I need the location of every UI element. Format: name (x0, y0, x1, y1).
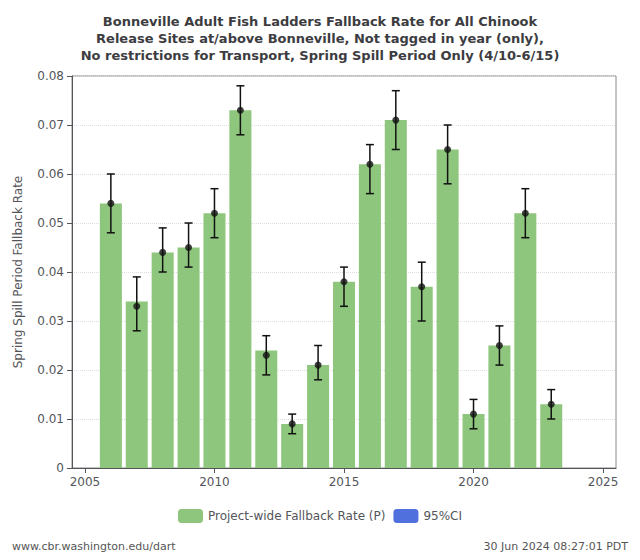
svg-text:Project-wide Fallback Rate (P): Project-wide Fallback Rate (P) (208, 509, 385, 523)
svg-text:0.01: 0.01 (37, 412, 64, 426)
svg-text:0.02: 0.02 (37, 363, 64, 377)
svg-text:0.06: 0.06 (37, 167, 64, 181)
svg-text:www.cbr.washington.edu/dart: www.cbr.washington.edu/dart (12, 540, 176, 553)
svg-text:0.05: 0.05 (37, 216, 64, 230)
svg-text:Bonneville Adult Fish Ladders: Bonneville Adult Fish Ladders Fallback R… (103, 14, 538, 29)
svg-text:2020: 2020 (458, 475, 489, 489)
svg-text:2025: 2025 (588, 475, 619, 489)
svg-text:0.07: 0.07 (37, 118, 64, 132)
svg-text:95%CI: 95%CI (423, 509, 462, 523)
svg-text:2015: 2015 (329, 475, 360, 489)
svg-text:0.04: 0.04 (37, 265, 64, 279)
svg-text:0.03: 0.03 (37, 314, 64, 328)
svg-text:2010: 2010 (199, 475, 230, 489)
svg-text:0: 0 (56, 461, 64, 475)
svg-text:Spring Spill Period Fallback R: Spring Spill Period Fallback Rate (11, 176, 25, 369)
svg-text:No restrictions for Transport,: No restrictions for Transport, Spring Sp… (81, 48, 560, 63)
svg-text:0.08: 0.08 (37, 69, 64, 83)
svg-text:Release Sites at/above Bonnevi: Release Sites at/above Bonneville, Not t… (96, 31, 544, 46)
svg-text:2005: 2005 (70, 475, 101, 489)
svg-text:30 Jun 2024 08:27:01 PDT: 30 Jun 2024 08:27:01 PDT (484, 540, 629, 553)
